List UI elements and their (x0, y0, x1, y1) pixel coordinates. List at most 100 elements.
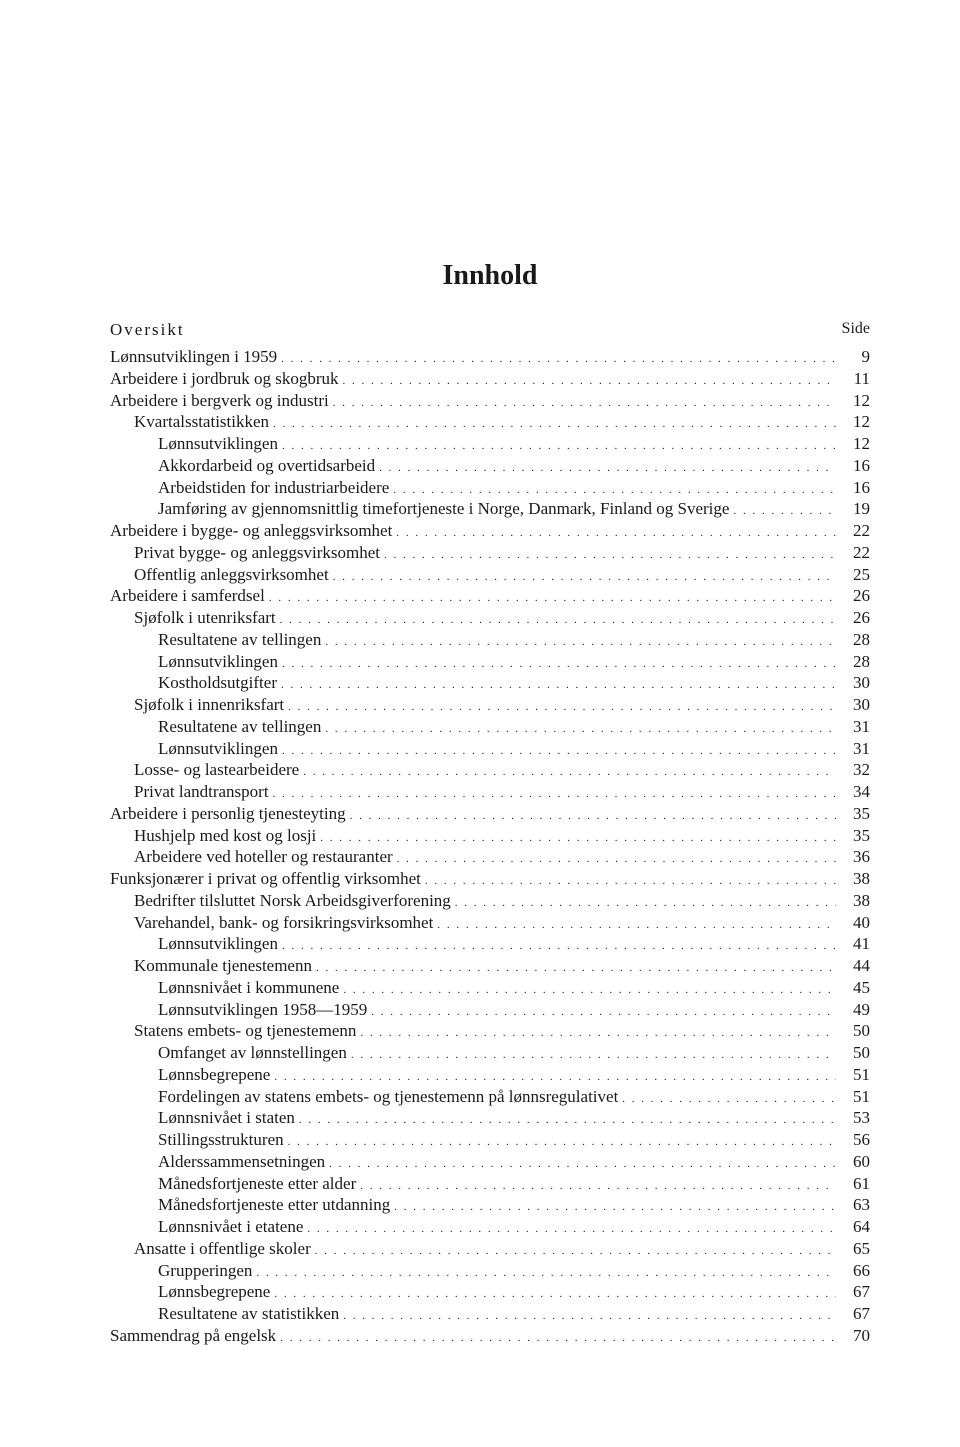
toc-entry-dots (288, 694, 836, 716)
toc-entry: Arbeidere i jordbruk og skogbruk11 (110, 368, 870, 390)
toc-entry: Arbeidere i bygge- og anleggsvirksomhet2… (110, 520, 870, 542)
toc-entry-page: 12 (840, 433, 870, 455)
toc-entry: Bedrifter tilsluttet Norsk Arbeidsgiverf… (110, 890, 870, 912)
toc-entry-dots (425, 868, 836, 890)
toc-entry: Alderssammensetningen 60 (110, 1151, 870, 1173)
toc-entry-page: 28 (840, 629, 870, 651)
toc-entry-page: 63 (840, 1194, 870, 1216)
toc-entry-page: 31 (840, 738, 870, 760)
toc-entry-label: Resultatene av tellingen (110, 629, 321, 651)
toc-entry-dots (282, 738, 836, 760)
toc-entry: Arbeidere i samferdsel26 (110, 585, 870, 607)
toc-header-left: Oversikt (110, 320, 185, 340)
toc-entry: Stillingsstrukturen 56 (110, 1129, 870, 1151)
toc-entry-label: Stillingsstrukturen (110, 1129, 284, 1151)
toc-entry-label: Lønnsutviklingen 1958—1959 (110, 999, 367, 1021)
toc-body: Lønnsutviklingen i 19599Arbeidere i jord… (110, 346, 870, 1347)
toc-entry: Varehandel, bank- og forsikringsvirksomh… (110, 912, 870, 934)
toc-entry: Omfanget av lønnstellingen50 (110, 1042, 870, 1064)
toc-entry: Lønnsutviklingen 1958—1959 49 (110, 999, 870, 1021)
toc-entry-dots (379, 455, 836, 477)
toc-entry: Statens embets- og tjenestemenn50 (110, 1020, 870, 1042)
toc-entry-dots (437, 912, 836, 934)
toc-entry: Resultatene av tellingen 28 (110, 629, 870, 651)
toc-entry-label: Lønnsbegrepene (110, 1064, 270, 1086)
toc-entry: Lønnsutviklingen28 (110, 651, 870, 673)
toc-entry-label: Arbeidere ved hoteller og restauranter (110, 846, 393, 868)
toc-entry-page: 40 (840, 912, 870, 934)
toc-entry-label: Grupperingen (110, 1260, 252, 1282)
toc-entry-label: Arbeidstiden for industriarbeidere (110, 477, 389, 499)
toc-entry-page: 26 (840, 585, 870, 607)
toc-header-right: Side (842, 320, 870, 340)
toc-entry-label: Arbeidere i jordbruk og skogbruk (110, 368, 339, 390)
toc-entry-label: Månedsfortjeneste etter utdanning (110, 1194, 390, 1216)
toc-entry-label: Resultatene av tellingen (110, 716, 321, 738)
toc-entry-dots (281, 672, 836, 694)
toc-entry-page: 67 (840, 1303, 870, 1325)
toc-entry-dots (396, 520, 836, 542)
toc-entry-label: Privat landtransport (110, 781, 269, 803)
toc-entry-page: 53 (840, 1107, 870, 1129)
page-title: Innhold (110, 260, 870, 292)
toc-entry-label: Arbeidere i bygge- og anleggsvirksomhet (110, 520, 392, 542)
toc-entry-dots (315, 1238, 836, 1260)
toc-entry-dots (333, 564, 836, 586)
toc-entry-label: Omfanget av lønnstellingen (110, 1042, 347, 1064)
toc-entry: Kommunale tjenestemenn44 (110, 955, 870, 977)
toc-entry: Sjøfolk i utenriksfart26 (110, 607, 870, 629)
toc-entry-label: Lønnsbegrepene (110, 1281, 270, 1303)
toc-entry-dots (343, 977, 836, 999)
toc-entry-label: Lønnsutviklingen (110, 738, 278, 760)
toc-entry-dots (393, 477, 836, 499)
toc-entry-label: Statens embets- og tjenestemenn (110, 1020, 356, 1042)
toc-entry: Akkordarbeid og overtidsarbeid16 (110, 455, 870, 477)
toc-entry: Sjøfolk i innenriksfart30 (110, 694, 870, 716)
toc-entry: Arbeidere i bergverk og industri12 (110, 390, 870, 412)
toc-entry-label: Lønnsutviklingen i 1959 (110, 346, 277, 368)
toc-entry-page: 35 (840, 825, 870, 847)
toc-entry-dots (256, 1260, 836, 1282)
toc-entry-dots (307, 1216, 836, 1238)
toc-entry-dots (274, 1064, 836, 1086)
toc-entry: Ansatte i offentlige skoler65 (110, 1238, 870, 1260)
toc-entry-page: 67 (840, 1281, 870, 1303)
toc-entry-dots (282, 433, 836, 455)
toc-entry-label: Hushjelp med kost og losji (110, 825, 316, 847)
toc-entry-page: 49 (840, 999, 870, 1021)
toc-entry-dots (325, 629, 836, 651)
toc-entry-dots (360, 1020, 836, 1042)
toc-entry-page: 56 (840, 1129, 870, 1151)
toc-entry-page: 51 (840, 1086, 870, 1108)
toc-entry-page: 25 (840, 564, 870, 586)
toc-entry-page: 12 (840, 390, 870, 412)
toc-entry-page: 65 (840, 1238, 870, 1260)
toc-entry-dots (288, 1129, 836, 1151)
toc-entry-label: Funksjonærer i privat og offentlig virks… (110, 868, 421, 890)
toc-entry-page: 12 (840, 411, 870, 433)
toc-entry: Arbeidere ved hoteller og restauranter36 (110, 846, 870, 868)
toc-entry: Losse- og lastearbeidere32 (110, 759, 870, 781)
toc-entry-page: 9 (840, 346, 870, 368)
toc-entry: Funksjonærer i privat og offentlig virks… (110, 868, 870, 890)
toc-entry-page: 64 (840, 1216, 870, 1238)
toc-entry: Lønnsbegrepene 67 (110, 1281, 870, 1303)
toc-entry-label: Alderssammensetningen (110, 1151, 325, 1173)
toc-entry-label: Lønnsnivået i etatene (110, 1216, 303, 1238)
toc-entry-label: Varehandel, bank- og forsikringsvirksomh… (110, 912, 433, 934)
toc-entry-dots (397, 846, 836, 868)
toc-entry-dots (384, 542, 836, 564)
toc-entry-dots (273, 781, 836, 803)
toc-entry: Lønnsnivået i staten53 (110, 1107, 870, 1129)
toc-entry-page: 32 (840, 759, 870, 781)
toc-entry-page: 60 (840, 1151, 870, 1173)
toc-entry: Lønnsutviklingen i 1959 9 (110, 346, 870, 368)
toc-entry-dots (274, 1281, 836, 1303)
toc-entry-dots (371, 999, 836, 1021)
toc-entry-dots (269, 585, 836, 607)
toc-entry-dots (360, 1173, 836, 1195)
toc-entry-label: Kommunale tjenestemenn (110, 955, 312, 977)
toc-entry: Offentlig anleggsvirksomhet25 (110, 564, 870, 586)
toc-entry-dots (329, 1151, 836, 1173)
toc-entry-label: Sammendrag på engelsk (110, 1325, 276, 1347)
